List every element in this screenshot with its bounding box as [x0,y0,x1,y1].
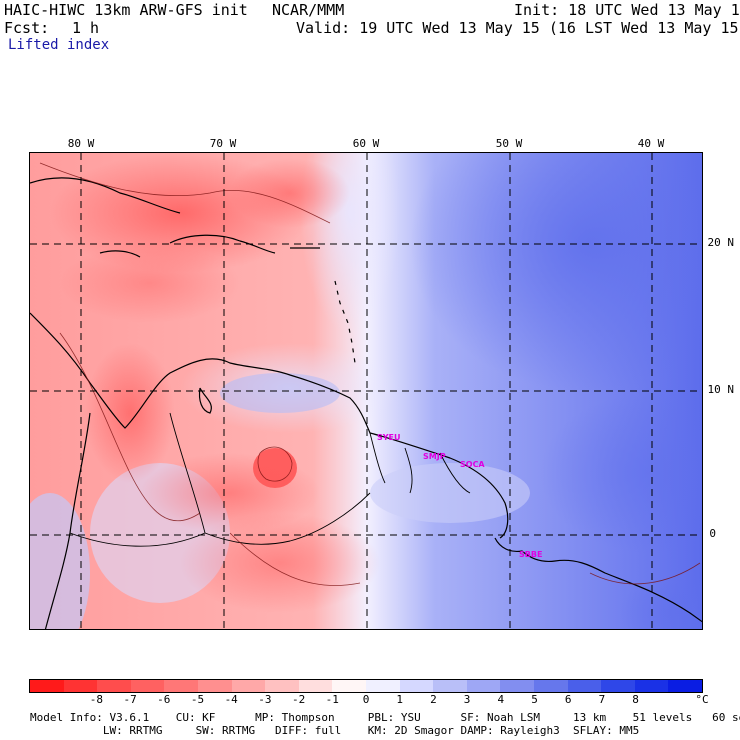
colorbar-swatch [533,680,568,692]
unstable-panama [85,343,175,483]
venezuela-border [169,412,371,545]
stable-caribbean [220,373,340,413]
jamaica-coast [99,250,141,258]
lat-label-0: 0 [709,527,716,540]
lifted-index-map: SYEU SMJP SOCA SBBE [29,152,703,630]
hispaniola-coast [169,234,276,254]
colorbar-tick-label: -3 [258,693,272,706]
coastlines [30,177,702,629]
colorbar-tick-label: -5 [190,693,205,706]
colombia-border [69,532,206,547]
lesser-antilles [334,280,356,364]
lon-label-50w: 50 W [495,137,523,150]
colorbar-swatch [668,680,702,692]
stable-region [410,153,702,393]
colorbar-swatch [399,680,434,692]
colorbar-swatch [130,680,165,692]
colorbar-tick-label: 1 [396,693,403,706]
model-title: HAIC-HIWC 13km ARW-GFS init [4,1,248,19]
init-time: Init: 18 UTC Wed 13 May 15 [514,1,740,19]
contour-panama [59,332,201,522]
colorbar-swatch [634,680,669,692]
colorbar-swatch [365,680,400,692]
colorbar-tick-label: 3 [463,693,471,706]
lat-label-20n: 20 N [707,236,735,249]
colorbar-tick-label: -2 [291,693,306,706]
colorbar-swatch [298,680,333,692]
contour-se [589,562,701,585]
lon-label-40w: 40 W [637,137,665,150]
colorbar [29,679,703,693]
unstable-north [230,158,350,228]
colorbar-swatch [466,680,501,692]
field-name: Lifted index [8,37,110,53]
site-smjp: SMJP [423,452,446,461]
colorbar-tick-label: -4 [224,693,238,706]
colorbar-unit: °C [695,693,709,706]
colorbar-swatch [63,680,98,692]
site-sbbe: SBBE [519,550,543,559]
unstable-amazon [180,513,380,613]
colorbar-swatch [197,680,232,692]
colorbar-swatch [601,680,635,692]
colorbar-swatch [500,680,534,692]
guianas-borders [369,432,471,494]
contour-amazon [229,532,361,586]
colorbar-tick-label: -6 [157,693,171,706]
fcst-label: Fcst: [4,19,50,37]
site-syeu: SYEU [377,433,401,442]
colorbar-tick-label: -1 [325,693,339,706]
colorbar-tick-label: 7 [598,693,606,706]
colorbar-swatch [433,680,467,692]
stable-pacific [30,493,90,629]
colorbar-swatch [97,680,131,692]
colorbar-swatch [332,680,366,692]
colorbar-tick-label: -7 [123,693,137,706]
brazil-coast [494,537,702,623]
colorbar-tick-label: 0 [362,693,370,706]
graticule [30,153,702,629]
fcst-value: 1 h [72,19,100,37]
site-soca: SOCA [460,460,485,469]
colorbar-tick-label: 2 [430,693,437,706]
lon-label-80w: 80 W [67,137,95,150]
colorbar-swatch [30,680,64,692]
colorbar-swatch [567,680,602,692]
contour-north [39,162,331,224]
colorbar-tick-label: 4 [497,693,505,706]
colorbar-swatch [164,680,198,692]
colorbar-swatch [265,680,299,692]
valid-time: Valid: 19 UTC Wed 13 May 15 (16 LST Wed … [296,19,740,37]
unstable-caribbean-sea [60,243,240,323]
colorbar-tick-label: -8 [89,693,104,706]
stable-region-se [540,393,702,553]
org-label: NCAR/MMM [272,1,345,19]
map-canvas [30,153,702,629]
unstable-venezuela [140,453,320,533]
colorbar-tick-label: 8 [632,693,639,706]
lon-label-60w: 60 W [352,137,380,150]
colorbar-swatch [231,680,266,692]
cuba-coast [30,177,181,214]
south-america-north-coast [30,312,509,539]
model-info-line1: Model Info: V3.6.1 CU: KF MP: Thompson P… [30,711,740,724]
contour-cell [257,446,293,482]
model-info-line2: LW: RRTMG SW: RRTMG DIFF: full KM: 2D Sm… [30,724,640,737]
colorbar-tick-label: 6 [564,693,572,706]
pacific-coast [44,412,91,629]
colorbar-tick-label: 5 [531,693,538,706]
lat-label-10n: 10 N [707,383,735,396]
li-contours [39,162,701,586]
stable-guianas [370,463,530,523]
lon-label-70w: 70 W [209,137,237,150]
lake-maracaibo [198,387,212,414]
